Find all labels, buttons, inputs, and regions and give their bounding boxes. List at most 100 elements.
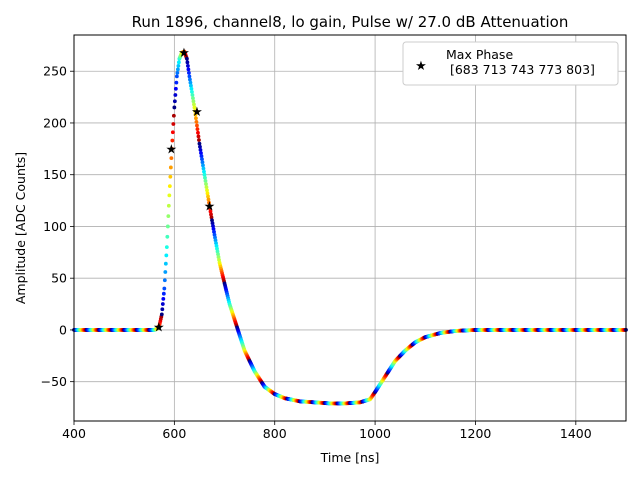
trace-point xyxy=(206,197,211,202)
trace-point xyxy=(210,218,214,223)
trace-point xyxy=(204,185,209,190)
trace-point xyxy=(164,253,169,258)
trace-point xyxy=(217,257,221,262)
trace-point xyxy=(196,130,200,135)
trace-point xyxy=(198,144,202,149)
trace-point xyxy=(213,238,218,243)
x-axis-label: Time [ns] xyxy=(320,450,380,465)
trace-point xyxy=(172,99,177,104)
trace-point xyxy=(205,188,209,193)
trace-point xyxy=(164,245,169,250)
trace-point xyxy=(167,184,172,188)
legend-star-icon: ★ xyxy=(415,59,427,74)
x-tick-label: 1200 xyxy=(460,426,492,441)
trace-point xyxy=(212,229,216,234)
trace-point xyxy=(195,127,200,132)
trace-point xyxy=(189,86,194,91)
trace-point xyxy=(191,96,195,101)
trace-point xyxy=(167,193,172,198)
y-tick-label: 0 xyxy=(59,322,67,337)
trace-point xyxy=(199,154,204,158)
trace-point xyxy=(160,302,165,306)
trace-point xyxy=(205,191,210,196)
max-phase-marker: ★ xyxy=(204,199,216,214)
trace-point xyxy=(211,227,216,231)
trace-point xyxy=(174,80,179,85)
legend: ★ Max Phase [683 713 743 773 803] xyxy=(402,41,619,86)
trace-point xyxy=(170,138,175,143)
trace-point xyxy=(190,93,195,97)
trace-point xyxy=(197,141,202,146)
trace-point xyxy=(208,209,213,214)
y-tick-label: 250 xyxy=(43,64,67,79)
trace-point xyxy=(204,182,208,186)
trace-point xyxy=(210,221,215,226)
max-phase-marker: ★ xyxy=(166,142,178,157)
trace-point xyxy=(176,63,181,68)
trace-point xyxy=(209,212,213,217)
trace-point xyxy=(166,203,171,208)
trace-point xyxy=(174,74,179,79)
trace-point xyxy=(186,67,191,72)
trace-point xyxy=(203,175,207,180)
max-phase-markers: ★ ★ ★ ★ ★ xyxy=(153,46,215,335)
grid xyxy=(73,35,626,421)
trace-point xyxy=(168,174,173,179)
trace-point xyxy=(202,172,207,177)
trace-point xyxy=(197,138,201,142)
trace-point xyxy=(172,105,177,110)
legend-label-line2: [683 713 743 773 803] xyxy=(446,62,595,77)
x-axis-ticks: 400 600 800 1000 1200 1400 xyxy=(62,421,592,441)
trace-point xyxy=(165,224,170,229)
trace-point xyxy=(161,296,166,301)
trace-point xyxy=(176,60,181,65)
trace-point xyxy=(171,122,176,126)
trace-point xyxy=(175,67,180,72)
y-tick-label: 50 xyxy=(51,271,67,286)
trace-point xyxy=(196,134,201,139)
trace-point xyxy=(163,261,168,266)
trace-point xyxy=(185,56,189,61)
trace-point xyxy=(170,130,175,135)
y-tick-label: 100 xyxy=(43,219,67,234)
trace-point xyxy=(168,165,173,170)
trace-point xyxy=(190,90,194,94)
legend-box xyxy=(402,41,619,86)
trace-point xyxy=(185,60,190,65)
trace-point xyxy=(175,70,180,75)
trace-point xyxy=(192,102,196,107)
legend-label-line1: Max Phase xyxy=(446,47,513,62)
trace-point xyxy=(211,224,215,228)
trace-point xyxy=(194,116,198,121)
trace-point xyxy=(165,234,170,239)
trace-point xyxy=(188,80,193,85)
trace-point xyxy=(173,93,178,97)
trace-point xyxy=(200,157,204,162)
trace-point xyxy=(198,147,203,152)
trace-point xyxy=(207,200,211,205)
trace-point xyxy=(207,203,212,208)
trace-point xyxy=(161,291,166,296)
x-tick-label: 800 xyxy=(263,426,287,441)
y-tick-label: 200 xyxy=(43,115,67,130)
trace-point xyxy=(201,166,206,171)
trace-point xyxy=(203,179,208,183)
trace-point xyxy=(169,156,174,161)
trace-point xyxy=(193,112,198,117)
max-phase-marker: ★ xyxy=(178,46,190,61)
x-tick-label: 1000 xyxy=(359,426,391,441)
trace-point xyxy=(162,278,167,283)
y-axis-label: Amplitude [ADC Counts] xyxy=(13,152,28,304)
pulse-trace xyxy=(72,49,628,406)
trace-point xyxy=(189,83,193,88)
trace-point xyxy=(169,146,174,151)
trace-point xyxy=(199,151,203,155)
trace-point xyxy=(201,163,205,168)
trace-point xyxy=(208,206,212,211)
trace-point xyxy=(194,120,199,124)
trace-point xyxy=(173,86,178,91)
trace-point xyxy=(188,77,192,82)
trace-point xyxy=(209,215,214,220)
trace-point xyxy=(187,74,192,79)
